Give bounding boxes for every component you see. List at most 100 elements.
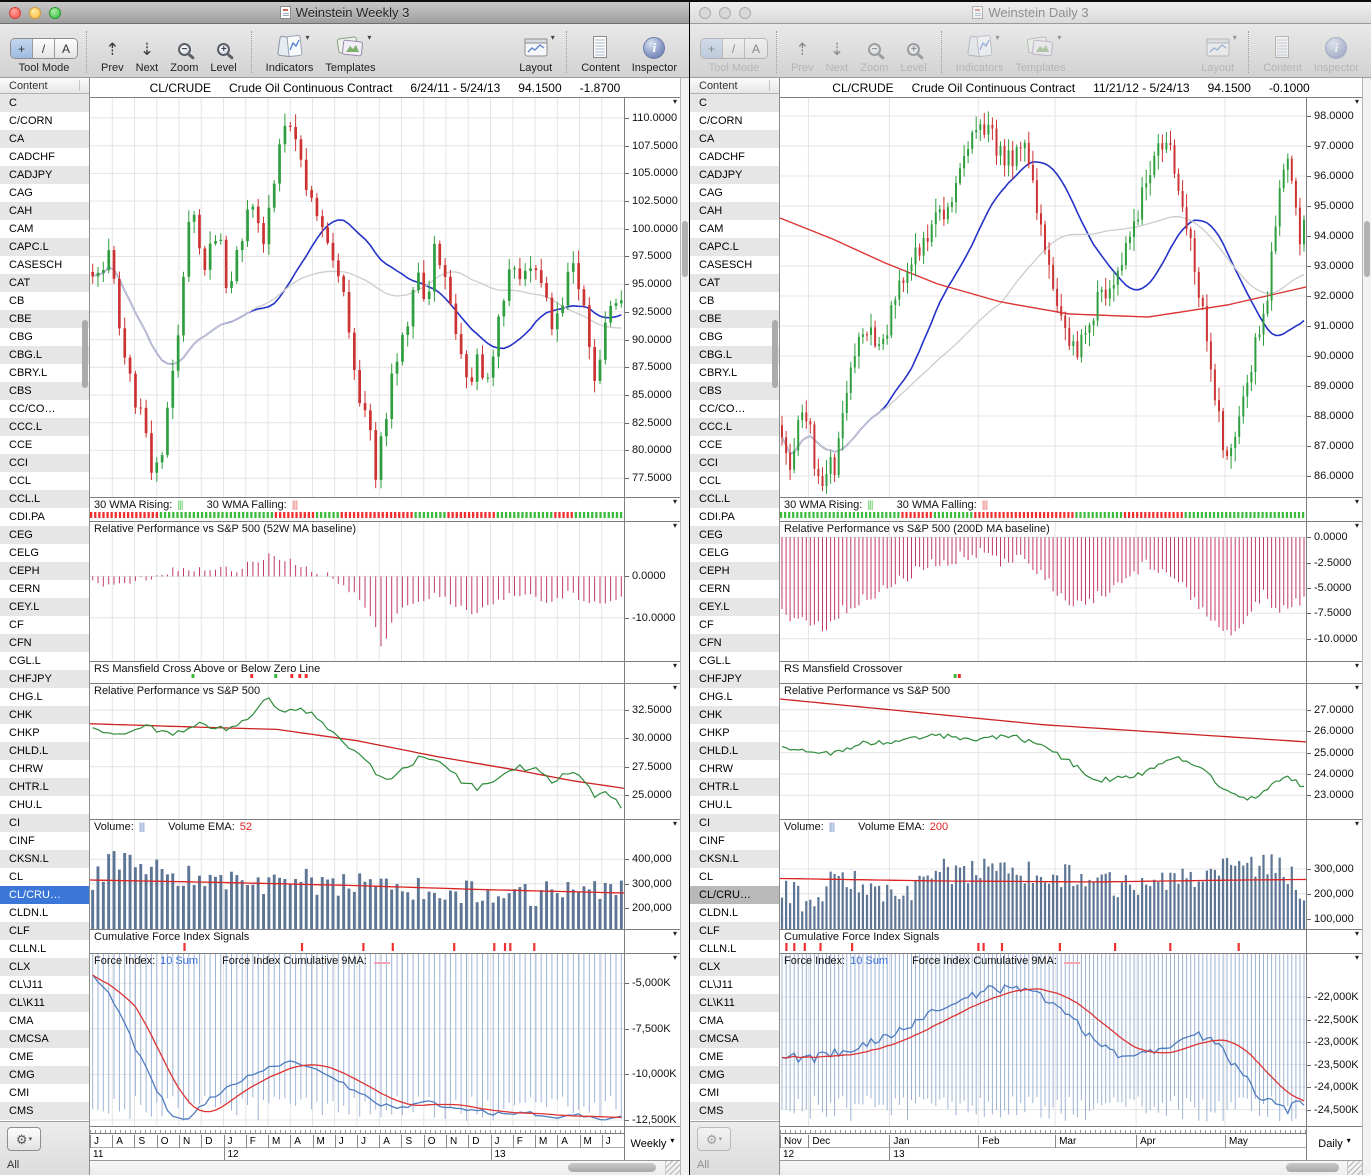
symbol-list-item[interactable]: CHFJPY [0,670,89,688]
symbol-list-item[interactable]: CLDN.L [0,904,89,922]
symbol-list-item[interactable]: CB [690,292,779,310]
symbol-list-item[interactable]: CBS [690,382,779,400]
period-selector[interactable]: Daily ▾ [1318,1136,1350,1150]
symbol-list-item[interactable]: CHRW [690,760,779,778]
symbol-list-item[interactable]: CLLN.L [690,940,779,958]
symbol-list-item[interactable]: CASESCH [690,256,779,274]
mansfield-signal-strip[interactable]: RS Mansfield Crossover [780,662,1306,683]
symbol-list-item[interactable]: CC/CO… [0,400,89,418]
prev-button[interactable]: ⇡ Prev [785,34,820,74]
symbol-list-item[interactable]: CGL.L [690,652,779,670]
symbol-list-item[interactable]: CMCSA [0,1030,89,1048]
panel-menu-caret[interactable]: ▾ [672,819,677,828]
chart-vertical-scrollbar[interactable] [680,78,689,1175]
symbol-list-item[interactable]: CBG [0,328,89,346]
mansfield-signal-strip[interactable]: RS Mansfield Cross Above or Below Zero L… [90,662,624,683]
symbol-list-item[interactable]: CL\K11 [0,994,89,1012]
window-titlebar[interactable]: Weinstein Weekly 3 [0,2,689,24]
scrollbar-thumb[interactable] [772,319,778,388]
minimize-button[interactable] [719,7,731,19]
force-index-signal-strip[interactable]: Cumulative Force Index Signals [90,930,624,953]
tool-text-button[interactable]: A [745,39,767,58]
symbol-list-item[interactable]: CBG [690,328,779,346]
symbol-list-item[interactable]: CLX [690,958,779,976]
tool-trendline-button[interactable]: / [723,39,745,58]
sidebar-scrollbar[interactable] [771,94,779,1121]
symbol-list-item[interactable]: CLDN.L [690,904,779,922]
panel-menu-caret[interactable]: ▾ [1354,97,1359,106]
panel-menu-caret[interactable]: ▾ [1354,661,1359,670]
symbol-list-item[interactable]: CEPH [690,562,779,580]
indicators-button[interactable]: ▾ Indicators [950,33,1010,74]
symbol-list-item[interactable]: CINF [0,832,89,850]
inspector-button[interactable]: i Inspector [1308,34,1365,74]
resize-grip[interactable] [665,1161,680,1175]
symbol-list-item[interactable]: CMI [0,1084,89,1102]
symbol-list-item[interactable]: CL\K11 [690,994,779,1012]
panel-menu-caret[interactable]: ▾ [672,521,677,530]
zoom-in-button[interactable]: + Level [894,34,932,74]
symbol-list-item[interactable]: CFN [690,634,779,652]
panel-menu-caret[interactable]: ▾ [672,683,677,692]
symbol-list-item[interactable]: CCE [0,436,89,454]
symbol-list-item[interactable]: CLX [0,958,89,976]
symbol-list-item[interactable]: CELG [0,544,89,562]
tool-pointer-button[interactable]: + [701,39,723,58]
relative-performance-chart[interactable]: Relative Performance vs S&P 500 [90,684,624,819]
scrollbar-thumb[interactable] [1364,220,1370,277]
symbol-list-item[interactable]: CAM [0,220,89,238]
symbol-list-item[interactable]: CMCSA [690,1030,779,1048]
symbol-list-item[interactable]: CERN [0,580,89,598]
symbol-list-item[interactable]: CDI.PA [690,508,779,526]
symbol-list-item[interactable]: CHG.L [690,688,779,706]
symbol-list-item[interactable]: CMI [690,1084,779,1102]
symbol-list-item[interactable]: CHKP [0,724,89,742]
symbol-list-item[interactable]: CC/CO… [690,400,779,418]
relative-performance-chart[interactable]: Relative Performance vs S&P 500 [780,684,1306,819]
symbol-list-item[interactable]: CI [690,814,779,832]
panel-menu-caret[interactable]: ▾ [1354,497,1359,506]
symbol-list-item[interactable]: CCC.L [0,418,89,436]
symbol-list-item[interactable]: CBE [0,310,89,328]
panel-menu-caret[interactable]: ▾ [672,953,677,962]
symbol-list-item[interactable]: CA [690,130,779,148]
symbol-list-item[interactable]: CADCHF [0,148,89,166]
symbol-list-item[interactable]: CL/CRU… [0,886,89,904]
sidebar-column-header[interactable]: Content [690,78,779,94]
symbol-list-item[interactable]: CADJPY [0,166,89,184]
period-selector[interactable]: Weekly ▾ [631,1136,675,1150]
symbol-list-item[interactable]: CA [0,130,89,148]
symbol-list-item[interactable]: CELG [690,544,779,562]
force-index-chart[interactable]: Force Index: 10 Sum Force Index Cumulati… [780,954,1306,1126]
zoom-out-button[interactable]: − Zoom [164,34,204,74]
symbol-list-item[interactable]: CAH [690,202,779,220]
scrollbar-thumb[interactable] [567,1163,657,1172]
panel-menu-caret[interactable]: ▾ [672,497,677,506]
symbol-list-item[interactable]: CCE [690,436,779,454]
symbol-list-item[interactable]: CMA [0,1012,89,1030]
symbol-list-item[interactable]: CCL [0,472,89,490]
symbol-list-item[interactable]: CL [0,868,89,886]
symbol-list-item[interactable]: CBE [690,310,779,328]
wma-signal-strip[interactable]: 30 WMA Rising: ||| 30 WMA Falling: ||| [90,498,624,521]
symbol-list-item[interactable]: CAG [690,184,779,202]
symbol-list-item[interactable]: CHLD.L [690,742,779,760]
next-button[interactable]: ⇣ Next [820,34,855,74]
symbol-list-item[interactable]: CAPC.L [690,238,779,256]
symbol-list-item[interactable]: CKSN.L [690,850,779,868]
panel-menu-caret[interactable]: ▾ [1354,683,1359,692]
scrollbar-thumb[interactable] [682,220,688,277]
panel-menu-caret[interactable]: ▾ [1354,953,1359,962]
tool-pointer-button[interactable]: + [11,39,33,58]
symbol-list-item[interactable]: CAPC.L [0,238,89,256]
symbol-list-item[interactable]: CEG [0,526,89,544]
panel-menu-caret[interactable]: ▾ [1354,819,1359,828]
symbol-list-item[interactable]: CME [0,1048,89,1066]
action-menu-button[interactable]: ⚙ ▾ [7,1127,41,1151]
symbol-list-item[interactable]: CCL.L [0,490,89,508]
scrollbar-thumb[interactable] [82,319,88,388]
symbol-list-item[interactable]: CERN [690,580,779,598]
symbol-list-item[interactable]: CADCHF [690,148,779,166]
close-button[interactable] [699,7,711,19]
tool-trendline-button[interactable]: / [33,39,55,58]
